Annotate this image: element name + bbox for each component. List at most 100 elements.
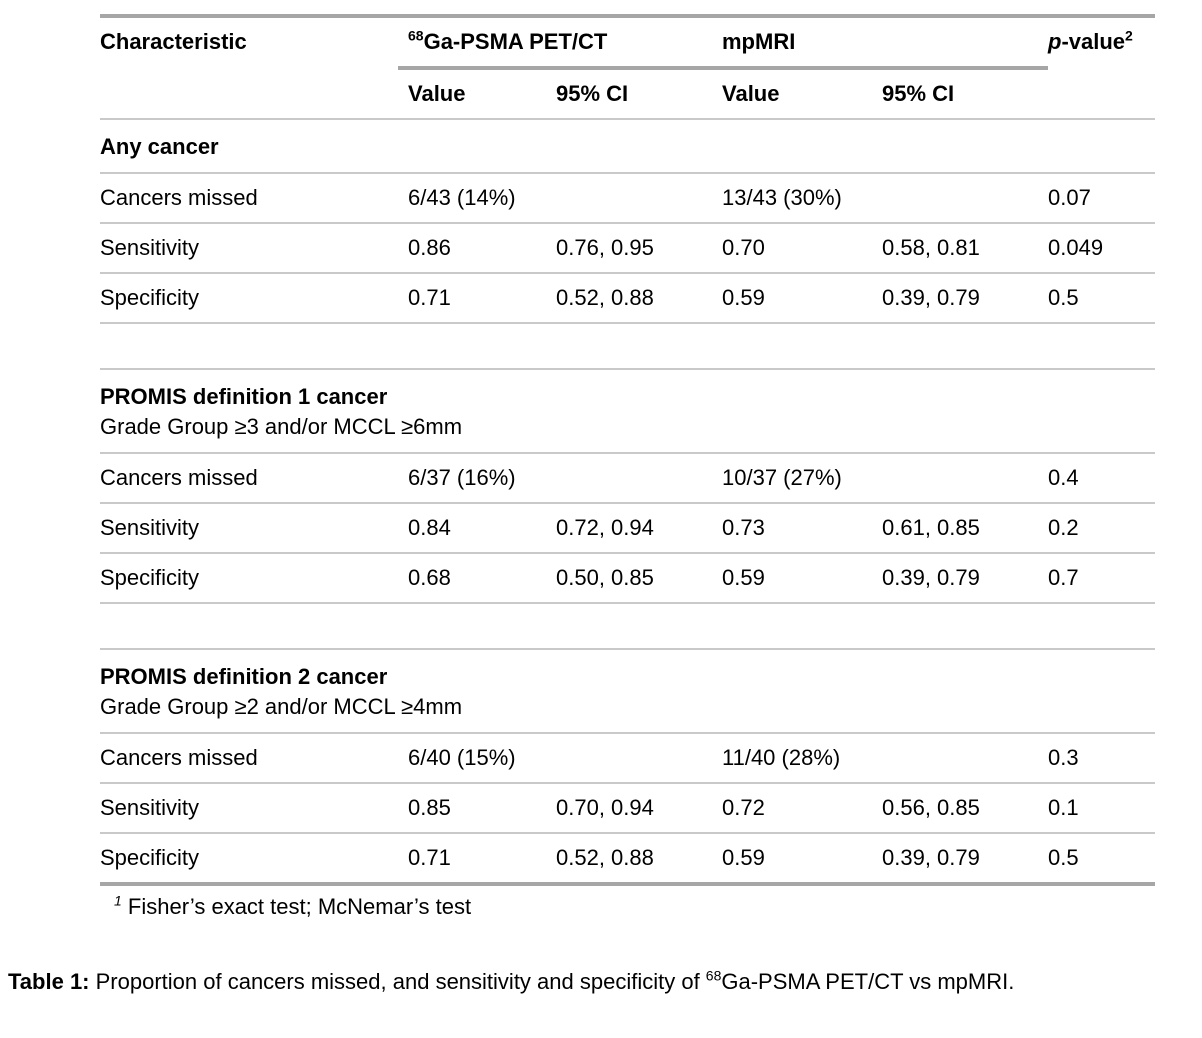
cell-pet-value: 0.71 — [408, 285, 451, 310]
cell-pet-ci — [556, 174, 722, 222]
cell-label: Specificity — [100, 845, 200, 870]
col-header-characteristic: Characteristic — [100, 29, 247, 54]
cell-pet-ci: 0.52, 0.88 — [556, 845, 654, 870]
table-subheader: Value 95% CI Value 95% CI — [100, 70, 1155, 118]
group-spanner-rule — [398, 66, 1048, 70]
section-header-cell: Any cancer — [100, 120, 1155, 172]
cell-mri-value: 13/43 (30%) — [722, 185, 842, 210]
table-caption: Table 1: Proportion of cancers missed, a… — [8, 966, 1168, 998]
cell-mri-ci: 0.39, 0.79 — [882, 565, 980, 590]
cell-label: Sensitivity — [100, 235, 200, 260]
cell-pet-ci: 0.50, 0.85 — [556, 565, 654, 590]
section-subtitle: Grade Group ≥3 and/or MCCL ≥6mm — [100, 414, 463, 439]
cell-mri-ci — [882, 734, 1048, 782]
cell-pet-ci — [556, 454, 722, 502]
col-group-mpmri: mpMRI — [722, 29, 796, 54]
cell-mri-value: 0.59 — [722, 845, 765, 870]
rule — [100, 368, 1155, 370]
cell-pvalue: 0.5 — [1048, 845, 1079, 870]
cell-pvalue: 0.1 — [1048, 795, 1079, 820]
subheader-empty-left — [100, 70, 408, 118]
cell-mri-ci: 0.39, 0.79 — [882, 845, 980, 870]
section-header-promis-2: PROMIS definition 2 cancer Grade Group ≥… — [100, 650, 1155, 732]
cell-pet-ci: 0.70, 0.94 — [556, 795, 654, 820]
cell-pet-ci: 0.76, 0.95 — [556, 235, 654, 260]
rule — [100, 552, 1155, 554]
cell-pet-value: 6/40 (15%) — [408, 745, 516, 770]
subheader-pet-ci: 95% CI — [556, 81, 629, 106]
cell-mri-value: 0.72 — [722, 795, 765, 820]
cell-mri-ci — [882, 454, 1048, 502]
rule — [100, 172, 1155, 174]
cell-pvalue: 0.4 — [1048, 465, 1079, 490]
cell-mri-value: 0.73 — [722, 515, 765, 540]
cell-pet-ci — [556, 734, 722, 782]
table-row: Specificity 0.68 0.50, 0.85 0.59 0.39, 0… — [100, 554, 1155, 602]
cell-pet-value: 0.85 — [408, 795, 451, 820]
rule — [100, 502, 1155, 504]
section-title: PROMIS definition 1 cancer — [100, 384, 388, 409]
col-group-psma-petct: 68Ga-PSMA PET/CT — [408, 18, 722, 66]
rule — [100, 222, 1155, 224]
table-row: Sensitivity 0.86 0.76, 0.95 0.70 0.58, 0… — [100, 224, 1155, 272]
cell-pet-value: 0.68 — [408, 565, 451, 590]
cell-label: Cancers missed — [100, 185, 258, 210]
section-header-cell: PROMIS definition 1 cancer Grade Group ≥… — [100, 370, 1155, 452]
caption-text-before: Proportion of cancers missed, and sensit… — [89, 969, 706, 994]
pvalue-rest: -value — [1061, 29, 1126, 54]
subheader-mri-value: Value — [722, 81, 780, 106]
table-row: Specificity 0.71 0.52, 0.88 0.59 0.39, 0… — [100, 834, 1155, 882]
cell-pet-value: 0.86 — [408, 235, 451, 260]
rule — [100, 272, 1155, 274]
rule — [100, 602, 1155, 604]
footnote-text: Fisher’s exact test; McNemar’s test — [127, 894, 472, 919]
subheader-empty-right — [1048, 70, 1155, 118]
section-gap — [100, 324, 1155, 368]
caption-isotope-superscript: 68 — [705, 967, 722, 984]
rule — [100, 648, 1155, 650]
cell-mri-value: 0.70 — [722, 235, 765, 260]
section-header-any-cancer: Any cancer — [100, 120, 1155, 172]
table-top-rule — [100, 14, 1155, 18]
cell-mri-ci: 0.39, 0.79 — [882, 285, 980, 310]
cell-label: Cancers missed — [100, 465, 258, 490]
pvalue-footnote-marker: 2 — [1125, 27, 1133, 44]
table-row: Sensitivity 0.85 0.70, 0.94 0.72 0.56, 0… — [100, 784, 1155, 832]
cell-label: Specificity — [100, 285, 200, 310]
cell-pet-value: 6/43 (14%) — [408, 185, 516, 210]
cell-mri-ci — [882, 174, 1048, 222]
section-header-promis-1: PROMIS definition 1 cancer Grade Group ≥… — [100, 370, 1155, 452]
rule — [100, 322, 1155, 324]
table-footnote: 1 Fisher’s exact test; McNemar’s test — [114, 894, 1155, 920]
table-header-groups: Characteristic 68Ga-PSMA PET/CT mpMRI p-… — [100, 18, 1155, 66]
cell-label: Specificity — [100, 565, 200, 590]
isotope-superscript: 68 — [408, 27, 424, 44]
table-row: Sensitivity 0.84 0.72, 0.94 0.73 0.61, 0… — [100, 504, 1155, 552]
cell-pvalue: 0.2 — [1048, 515, 1079, 540]
subheader-pet-value: Value — [408, 81, 466, 106]
rule — [100, 832, 1155, 834]
rule — [100, 118, 1155, 120]
section-title: Any cancer — [100, 134, 219, 159]
cell-mri-value: 10/37 (27%) — [722, 465, 842, 490]
table-row: Cancers missed 6/40 (15%) 11/40 (28%) 0.… — [100, 734, 1155, 782]
cell-label: Cancers missed — [100, 745, 258, 770]
pvalue-p: p — [1048, 29, 1062, 54]
cell-pet-value: 6/37 (16%) — [408, 465, 516, 490]
cell-mri-value: 0.59 — [722, 565, 765, 590]
subheader-mri-ci: 95% CI — [882, 81, 955, 106]
cell-mri-ci: 0.58, 0.81 — [882, 235, 980, 260]
table-row: Specificity 0.71 0.52, 0.88 0.59 0.39, 0… — [100, 274, 1155, 322]
caption-text-after: Ga-PSMA PET/CT vs mpMRI. — [721, 969, 1015, 994]
table-row: Cancers missed 6/37 (16%) 10/37 (27%) 0.… — [100, 454, 1155, 502]
rule — [100, 732, 1155, 734]
table-row: Cancers missed 6/43 (14%) 13/43 (30%) 0.… — [100, 174, 1155, 222]
section-gap — [100, 604, 1155, 648]
cell-mri-value: 11/40 (28%) — [722, 745, 841, 770]
rule — [100, 782, 1155, 784]
section-title: PROMIS definition 2 cancer — [100, 664, 388, 689]
rule — [100, 452, 1155, 454]
footnote-marker: 1 — [114, 892, 122, 909]
cell-pet-value: 0.71 — [408, 845, 451, 870]
cell-mri-ci: 0.56, 0.85 — [882, 795, 980, 820]
